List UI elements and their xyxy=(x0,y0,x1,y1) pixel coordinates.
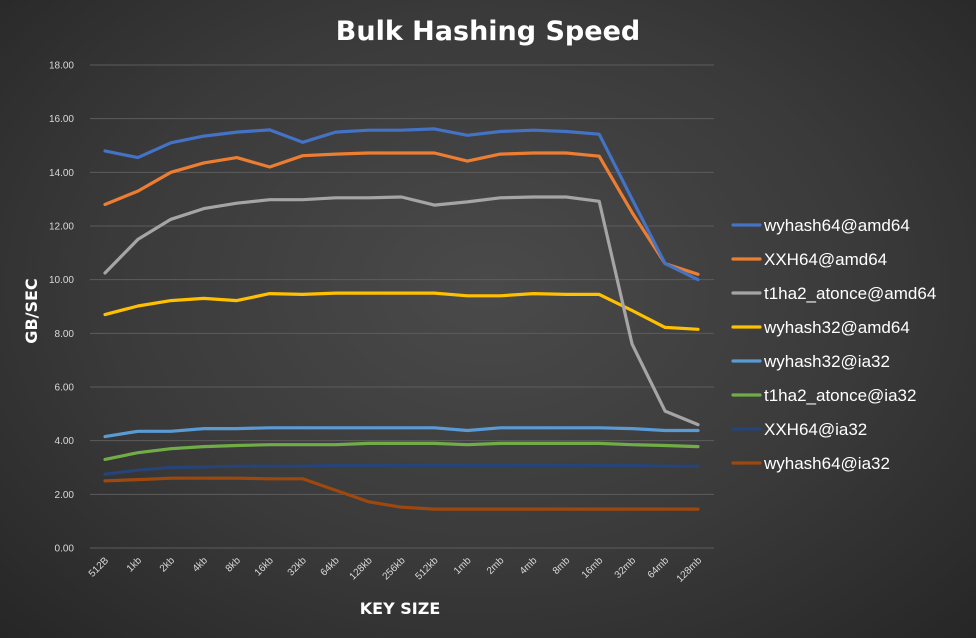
x-tick-label: 8mb xyxy=(551,555,573,577)
y-axis-title: GB/SEC xyxy=(22,278,41,343)
x-tick-label: 4kb xyxy=(191,555,210,574)
legend-label: XXH64@ia32 xyxy=(764,420,867,439)
x-tick-label: 512B xyxy=(87,555,112,580)
legend: wyhash64@amd64 XXH64@amd64 t1ha2_atonce@am… xyxy=(731,216,936,473)
legend-label: t1ha2_atonce@amd64 xyxy=(764,284,936,303)
legend-label: wyhash64@amd64 xyxy=(763,216,910,235)
y-tick-label: 8.00 xyxy=(55,329,75,340)
series-line-xxh64-ia32 xyxy=(103,463,700,476)
legend-label: wyhash32@amd64 xyxy=(763,318,910,337)
x-tick-label: 64mb xyxy=(646,555,672,581)
x-tick-label: 512kb xyxy=(414,555,441,582)
series-lines xyxy=(103,127,700,511)
x-tick-label: 1mb xyxy=(452,555,474,577)
x-tick-label: 1kb xyxy=(125,555,144,574)
series-line-wyhash32-amd64 xyxy=(103,291,700,331)
y-tick-label: 0.00 xyxy=(55,544,75,555)
chart-title: Bulk Hashing Speed xyxy=(336,16,640,47)
series-line-wyhash64-amd64 xyxy=(103,127,700,282)
series-line-wyhash32-ia32 xyxy=(103,426,700,439)
x-tick-label: 64kb xyxy=(319,555,342,578)
x-tick-label: 2mb xyxy=(485,555,507,577)
series-line-xxh64-amd64 xyxy=(103,151,700,276)
x-tick-label: 16mb xyxy=(580,555,606,581)
series-line-t1ha2-atonce-amd64 xyxy=(103,195,700,427)
y-tick-label: 18.00 xyxy=(49,61,74,72)
legend-label: wyhash32@ia32 xyxy=(763,352,890,371)
y-tick-label: 2.00 xyxy=(55,490,75,501)
x-tick-label: 32kb xyxy=(286,555,309,578)
legend-label: t1ha2_atonce@ia32 xyxy=(764,386,916,405)
x-tick-label: 32mb xyxy=(613,555,639,581)
x-tick-label: 16kb xyxy=(253,555,276,578)
x-tick-label: 4mb xyxy=(518,555,540,577)
gridlines xyxy=(90,64,714,549)
y-tick-label: 14.00 xyxy=(49,168,74,179)
series-line-t1ha2-atonce-ia32 xyxy=(103,441,700,461)
y-tick-label: 10.00 xyxy=(49,275,74,286)
series-line-wyhash64-ia32 xyxy=(103,476,700,511)
x-axis-title: KEY SIZE xyxy=(360,599,441,618)
x-tick-label: 128mb xyxy=(675,555,705,585)
legend-label: XXH64@amd64 xyxy=(764,250,887,269)
y-tick-label: 6.00 xyxy=(55,383,75,394)
x-tick-label: 2kb xyxy=(158,555,177,574)
legend-label: wyhash64@ia32 xyxy=(763,454,890,473)
x-tick-label: 256kb xyxy=(381,555,408,582)
y-tick-label: 16.00 xyxy=(49,114,74,125)
x-tick-label: 8kb xyxy=(224,555,243,574)
x-axis-ticks: 512B 1kb 2kb 4kb 8kb 16kb 32kb 64kb 128kb 256kb 51… xyxy=(87,555,705,585)
x-tick-label: 128kb xyxy=(348,555,375,582)
y-tick-label: 12.00 xyxy=(49,222,74,233)
y-axis-ticks: 0.00 2.00 4.00 6.00 8.00 10.00 12.00 14.00 16.00… xyxy=(49,61,74,555)
y-tick-label: 4.00 xyxy=(55,436,75,447)
